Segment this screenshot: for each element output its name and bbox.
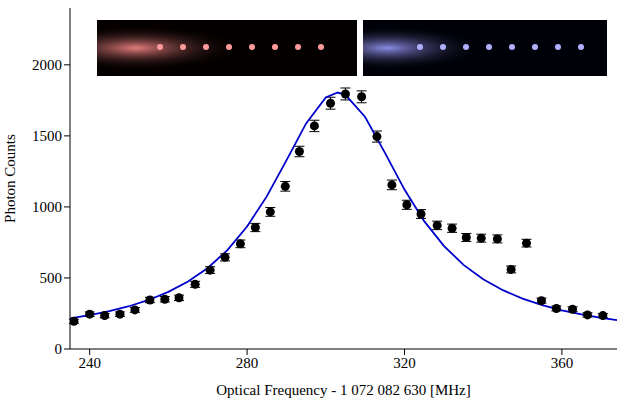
svg-text:1000: 1000 bbox=[32, 199, 62, 215]
svg-text:Photon Counts: Photon Counts bbox=[2, 134, 18, 223]
svg-text:320: 320 bbox=[393, 355, 416, 371]
svg-text:360: 360 bbox=[551, 355, 574, 371]
svg-text:280: 280 bbox=[236, 355, 259, 371]
svg-text:500: 500 bbox=[40, 270, 63, 286]
svg-text:0: 0 bbox=[55, 341, 63, 357]
svg-text:Optical Frequency - 1 072 082: Optical Frequency - 1 072 082 630 [MHz] bbox=[216, 382, 471, 398]
svg-text:2000: 2000 bbox=[32, 57, 62, 73]
svg-text:1500: 1500 bbox=[32, 128, 62, 144]
svg-text:240: 240 bbox=[78, 355, 101, 371]
